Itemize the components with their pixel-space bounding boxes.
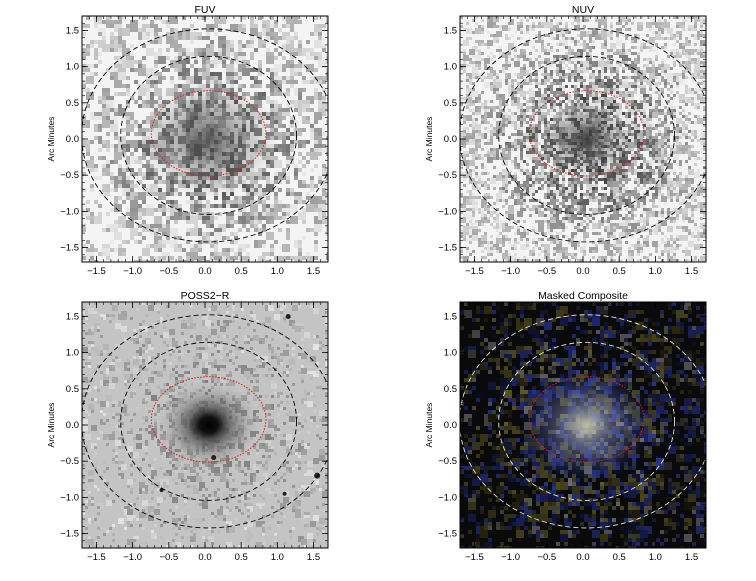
panel-title: FUV xyxy=(195,4,216,16)
y-tick-label: 0.0 xyxy=(444,134,457,145)
x-tick-label: −1.5 xyxy=(87,266,106,277)
y-tick-label: 0.0 xyxy=(66,134,79,145)
y-tick-label: −1.0 xyxy=(438,492,457,503)
y-tick-label: 1.5 xyxy=(66,311,79,322)
x-tick-label: −1.5 xyxy=(87,552,106,563)
panel-title: Masked Composite xyxy=(538,290,628,302)
x-tick-label: 1.5 xyxy=(685,552,698,563)
galaxy-core xyxy=(140,79,278,199)
y-tick-label: −1.0 xyxy=(60,206,79,217)
panel-nuv: NUV −1.5 −1.5 −1.0 −1.0 −0.5 −0.5 0.0 0.0 0.5 0.5… xyxy=(424,4,714,277)
star xyxy=(286,314,291,319)
x-tick-label: −0.5 xyxy=(159,266,178,277)
y-tick-label: 1.5 xyxy=(444,25,457,36)
y-axis-label: Arc Minutes xyxy=(46,403,56,448)
y-tick-label: 1.0 xyxy=(66,62,79,73)
y-tick-label: 1.0 xyxy=(66,348,79,359)
x-tick-label: 0.5 xyxy=(235,266,248,277)
y-tick-label: 1.0 xyxy=(444,348,457,359)
x-tick-label: 1.0 xyxy=(649,552,662,563)
y-tick-label: 0.5 xyxy=(444,384,457,395)
y-tick-label: 0.0 xyxy=(66,420,79,431)
y-tick-label: −1.5 xyxy=(438,243,457,254)
panel-title: POSS2−R xyxy=(181,290,230,302)
x-tick-label: −0.5 xyxy=(537,552,556,563)
y-tick-label: −0.5 xyxy=(60,456,79,467)
star xyxy=(211,455,216,460)
x-tick-label: −1.0 xyxy=(123,552,142,563)
x-tick-label: 1.5 xyxy=(307,266,320,277)
x-tick-label: −1.0 xyxy=(501,552,520,563)
x-tick-label: 0.0 xyxy=(576,266,589,277)
x-tick-label: −1.5 xyxy=(465,552,484,563)
sky-image xyxy=(82,302,336,551)
panel-poss2r: POSS2−R −1.5 −1.5 −1.0 −1.0 −0.5 −0.5 0.0 0.0 0.… xyxy=(46,290,336,563)
y-tick-label: −1.0 xyxy=(60,492,79,503)
x-tick-label: −0.5 xyxy=(159,552,178,563)
x-tick-label: −1.0 xyxy=(501,266,520,277)
x-tick-label: 1.0 xyxy=(649,266,662,277)
x-tick-label: 1.5 xyxy=(685,266,698,277)
galaxy-core xyxy=(518,365,656,485)
image-area: −1.5 −1.5 −1.0 −1.0 −0.5 −0.5 0.0 0.0 0.5 0.5 1.0 1… xyxy=(60,302,335,563)
y-tick-label: 1.5 xyxy=(66,25,79,36)
y-tick-label: 0.5 xyxy=(66,98,79,109)
y-tick-label: −1.5 xyxy=(60,529,79,540)
y-tick-label: 1.0 xyxy=(444,62,457,73)
x-tick-label: 0.5 xyxy=(235,552,248,563)
x-tick-label: 0.0 xyxy=(576,552,589,563)
y-tick-label: −0.5 xyxy=(438,456,457,467)
sky-image xyxy=(460,16,714,265)
y-tick-label: −0.5 xyxy=(60,170,79,181)
x-tick-label: 0.5 xyxy=(613,266,626,277)
y-axis-label: Arc Minutes xyxy=(424,403,434,448)
x-tick-label: 0.0 xyxy=(198,552,211,563)
x-tick-label: −1.0 xyxy=(123,266,142,277)
panel-fuv: FUV −1.5 −1.5 −1.0 −1.0 −0.5 −0.5 0.0 0.0 0.5 0.5… xyxy=(46,4,336,277)
y-tick-label: 0.5 xyxy=(444,98,457,109)
x-tick-label: 1.0 xyxy=(271,552,284,563)
sky-image xyxy=(82,16,336,268)
image-area: −1.5 −1.5 −1.0 −1.0 −0.5 −0.5 0.0 0.0 0.5 0.5 1.0 1… xyxy=(438,16,713,277)
galaxy-core xyxy=(541,99,633,179)
y-tick-label: 0.0 xyxy=(444,420,457,431)
star xyxy=(314,473,320,479)
y-tick-label: −1.5 xyxy=(60,243,79,254)
panel-title: NUV xyxy=(572,4,594,16)
image-area: −1.5 −1.5 −1.0 −1.0 −0.5 −0.5 0.0 0.0 0.5 0.5 1.0 1… xyxy=(60,16,335,277)
sky-image xyxy=(460,302,714,554)
y-tick-label: −1.5 xyxy=(438,529,457,540)
y-axis-label: Arc Minutes xyxy=(46,117,56,162)
x-tick-label: −1.5 xyxy=(465,266,484,277)
star xyxy=(283,492,287,496)
y-tick-label: −1.0 xyxy=(438,206,457,217)
y-tick-label: −0.5 xyxy=(438,170,457,181)
x-tick-label: 0.5 xyxy=(613,552,626,563)
x-tick-label: −0.5 xyxy=(537,266,556,277)
x-tick-label: 1.5 xyxy=(307,552,320,563)
y-tick-label: 1.5 xyxy=(444,311,457,322)
x-tick-label: 1.0 xyxy=(271,266,284,277)
y-axis-label: Arc Minutes xyxy=(424,117,434,162)
image-area: −1.5 −1.5 −1.0 −1.0 −0.5 −0.5 0.0 0.0 0.5 0.5 1.0 1… xyxy=(438,302,713,563)
galaxy-core xyxy=(156,379,262,471)
panel-masked-composite: Masked Composite −1.5 −1.5 −1.0 −1.0 −0.5 −0.… xyxy=(424,290,714,563)
y-tick-label: 0.5 xyxy=(66,384,79,395)
x-tick-label: 0.0 xyxy=(198,266,211,277)
